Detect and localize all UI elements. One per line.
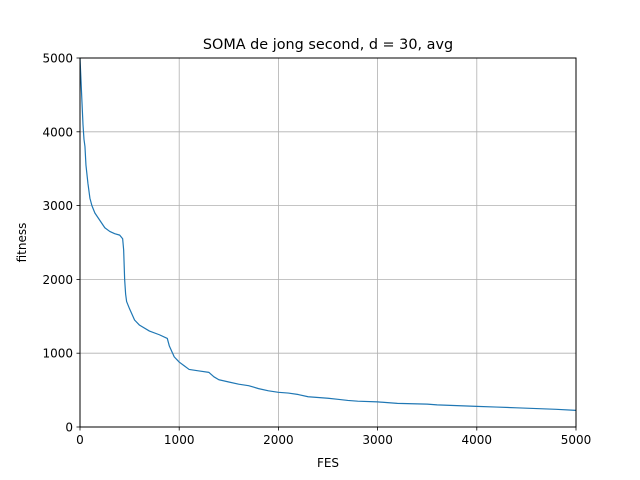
y-tick-label: 5000 [42,52,73,66]
x-tick-label: 2000 [263,433,294,447]
y-tick-label: 4000 [42,125,73,139]
x-tick-label: 5000 [561,433,592,447]
x-axis-label: FES [317,456,339,470]
y-tick-label: 1000 [42,347,73,361]
series-line [79,57,577,411]
x-tick-label: 0 [76,433,84,447]
x-tick-label: 1000 [164,433,195,447]
y-tick-label: 3000 [42,199,73,213]
y-tick-label: 0 [65,421,73,435]
x-tick-label: 4000 [462,433,493,447]
y-axis-label: fitness [15,223,29,263]
x-tick-label: 3000 [362,433,393,447]
y-tick-label: 2000 [42,273,73,287]
chart-title: SOMA de jong second, d = 30, avg [203,37,453,53]
plot-frame [79,57,577,428]
plot-line-group [79,57,577,411]
ticks: 0 1000 2000 3000 4000 5000 0 1000 2000 3000 4000 50… [42,52,591,448]
